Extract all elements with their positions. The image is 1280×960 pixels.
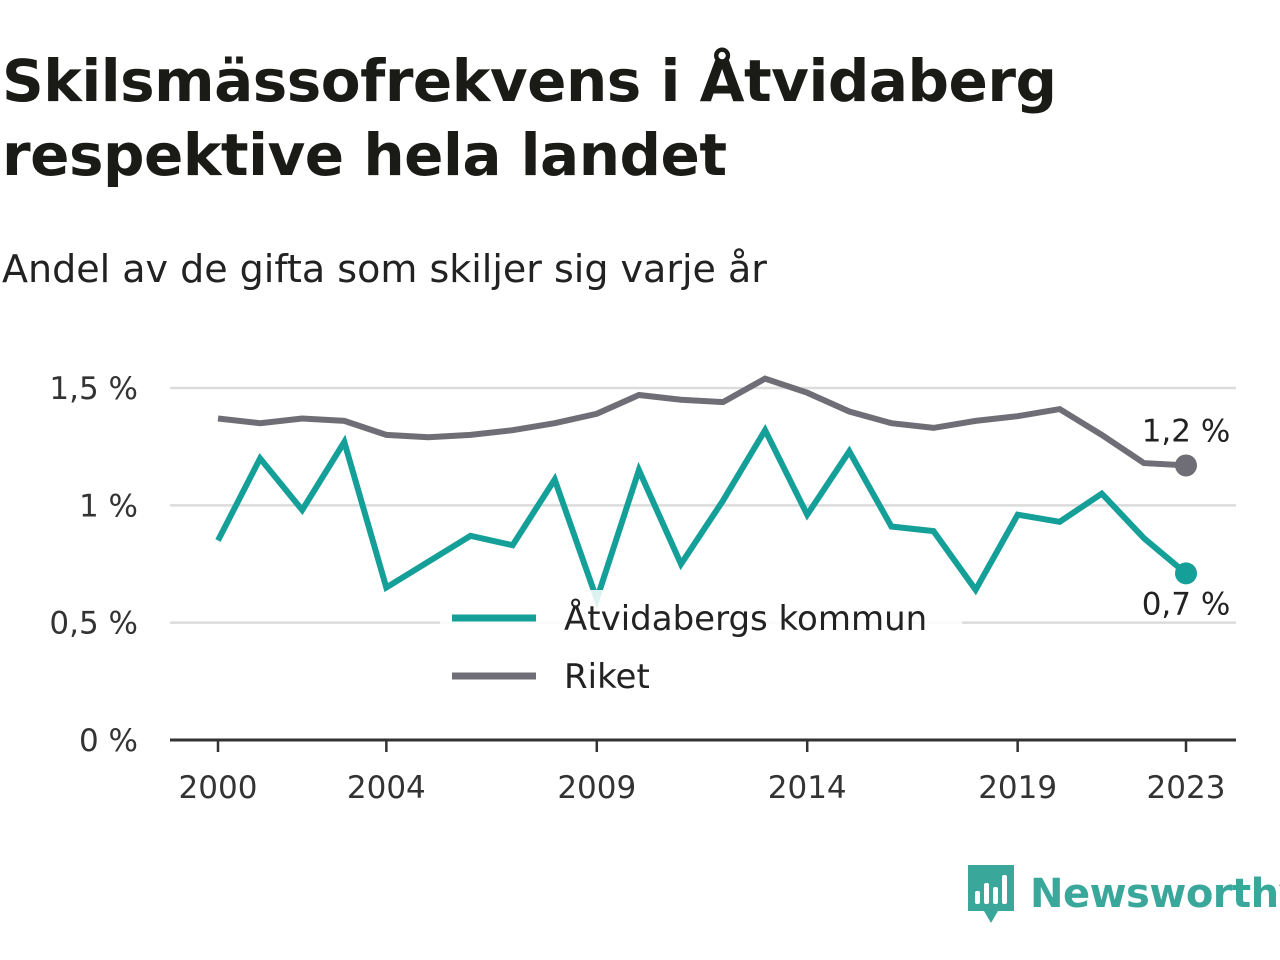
brand-name: Newsworthy (1030, 871, 1280, 917)
series-line (215, 423, 1188, 609)
x-tick-label: 2019 (978, 770, 1057, 806)
x-tick-label: 2014 (768, 770, 847, 806)
end-label-riket: 1,2 % (1142, 413, 1231, 449)
chart-title: Skilsmässofrekvens i Åtvidaberg respekti… (2, 47, 1057, 189)
newsworthy-logo-icon (968, 865, 1014, 923)
x-tick-label: 2009 (557, 770, 636, 806)
y-tick-label: 1 % (79, 488, 138, 524)
legend-label: Åtvidabergs kommun (564, 598, 927, 639)
brand-logo: Newsworthy (966, 862, 1280, 926)
chart-subtitle: Andel av de gifta som skiljer sig varje … (2, 247, 767, 291)
series-end-point (1175, 454, 1197, 477)
series-end-point (1175, 562, 1197, 585)
x-tick-label: 2000 (179, 770, 258, 806)
series-line (217, 375, 1187, 469)
y-tick-label: 1,5 % (49, 371, 138, 407)
x-tick-label: 2004 (347, 770, 426, 806)
y-tick-label: 0,5 % (49, 606, 138, 642)
y-tick-label: 0 % (79, 723, 138, 759)
legend-label: Riket (564, 657, 650, 697)
end-label-kommun: 0,7 % (1142, 586, 1231, 622)
x-tick-label: 2023 (1147, 770, 1226, 806)
legend-background (440, 590, 962, 702)
